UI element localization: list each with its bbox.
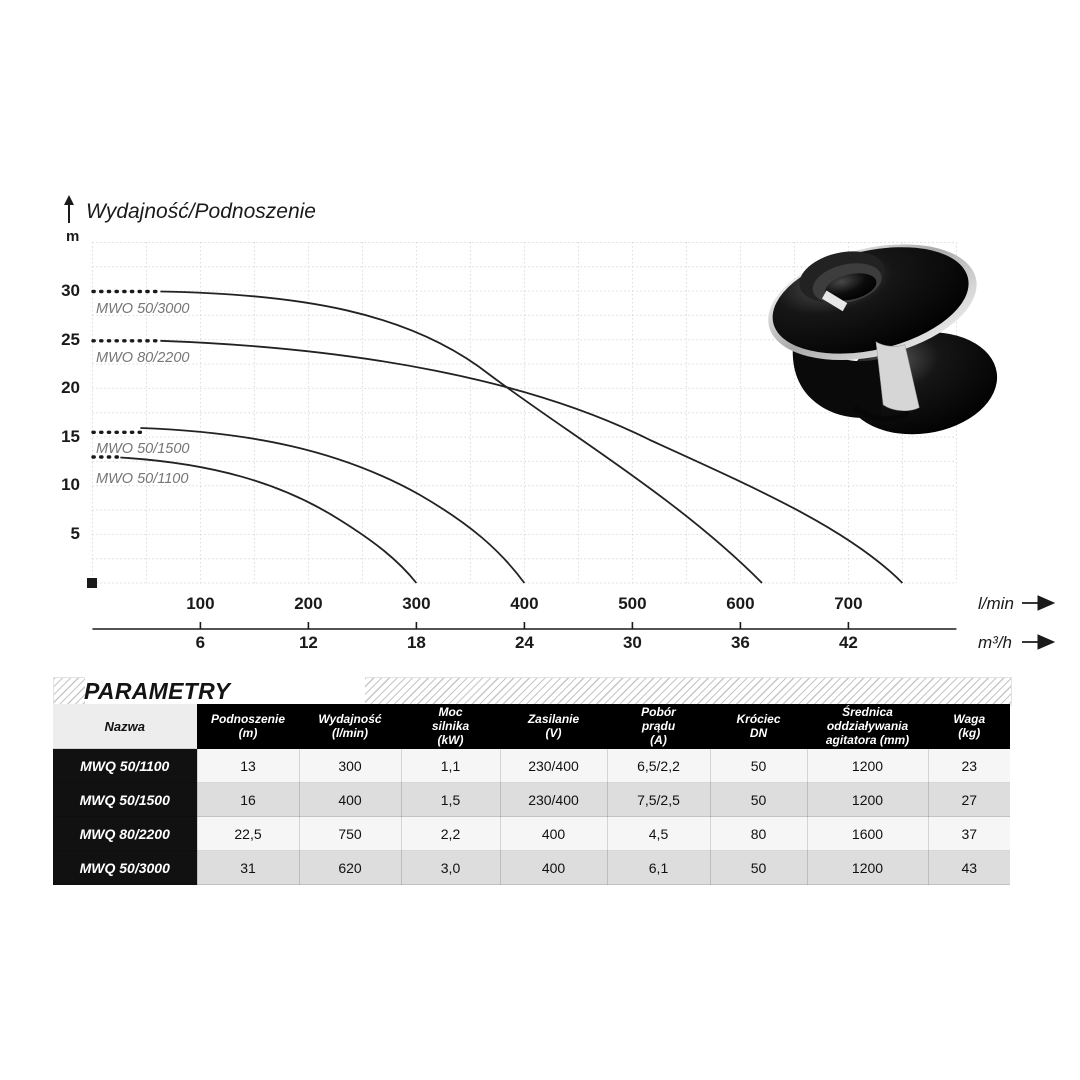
svg-text:400: 400 [510,594,538,613]
svg-text:600: 600 [726,594,754,613]
svg-text:42: 42 [839,633,858,652]
svg-text:200: 200 [294,594,322,613]
svg-text:MWO 50/3000: MWO 50/3000 [96,301,190,317]
svg-text:6: 6 [196,633,205,652]
svg-text:500: 500 [618,594,646,613]
svg-text:36: 36 [731,633,750,652]
svg-text:12: 12 [299,633,318,652]
svg-text:MWO 50/1100: MWO 50/1100 [96,471,188,487]
svg-text:MWO 80/2200: MWO 80/2200 [96,350,190,366]
svg-text:MWO 50/1500: MWO 50/1500 [96,441,190,457]
svg-text:25: 25 [61,330,80,349]
svg-text:18: 18 [407,633,426,652]
svg-text:20: 20 [61,378,80,397]
svg-text:m³/h: m³/h [978,633,1012,652]
svg-text:100: 100 [186,594,214,613]
svg-text:l/min: l/min [978,594,1014,613]
svg-text:10: 10 [61,475,80,494]
svg-text:15: 15 [61,427,80,446]
svg-text:5: 5 [71,524,80,543]
svg-text:30: 30 [61,281,80,300]
svg-text:24: 24 [515,633,534,652]
svg-text:300: 300 [402,594,430,613]
svg-text:30: 30 [623,633,642,652]
svg-text:700: 700 [834,594,862,613]
